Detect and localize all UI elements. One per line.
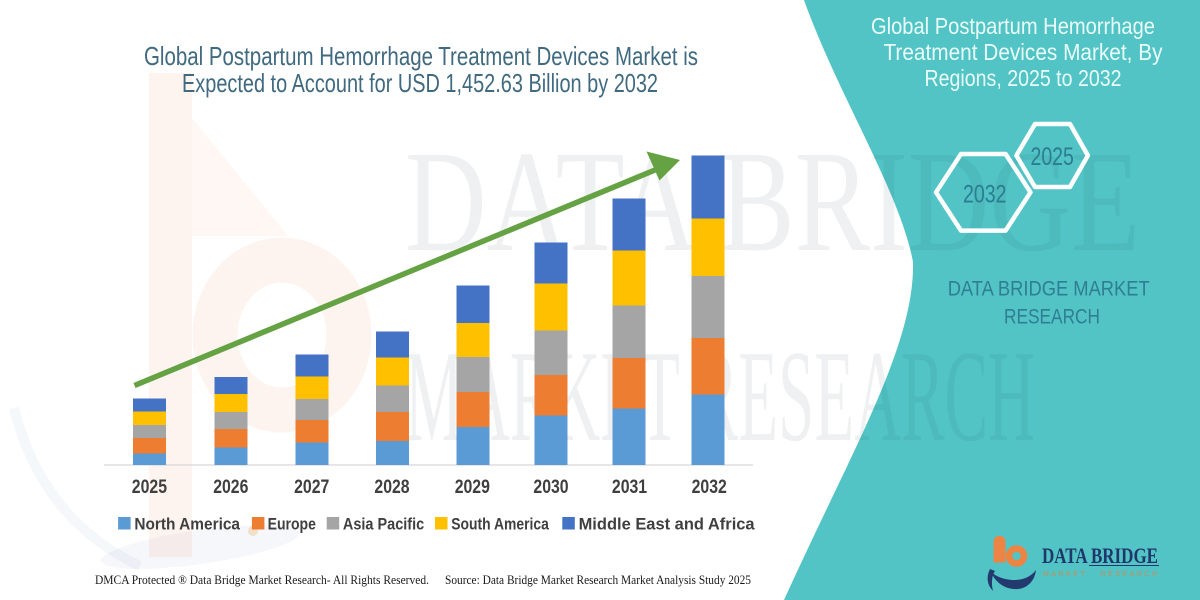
svg-text:2030: 2030	[533, 477, 568, 498]
svg-text:North America: North America	[134, 514, 240, 533]
svg-text:Europe: Europe	[268, 514, 316, 533]
svg-text:2026: 2026	[213, 477, 248, 498]
svg-text:Global Postpartum Hemorrhage: Global Postpartum Hemorrhage	[871, 13, 1155, 39]
svg-text:2032: 2032	[963, 180, 1007, 208]
svg-text:2025: 2025	[132, 477, 168, 498]
svg-text:2032: 2032	[692, 477, 727, 498]
svg-text:DMCA Protected ® Data Bridge M: DMCA Protected ® Data Bridge Market Rese…	[95, 572, 429, 587]
svg-text:Regions, 2025 to 2032: Regions, 2025 to 2032	[925, 65, 1122, 91]
svg-text:MARKET RESEARCH: MARKET RESEARCH	[1043, 571, 1157, 578]
svg-text:Expected to Account for USD 1,: Expected to Account for USD 1,452.63 Bil…	[182, 68, 658, 98]
svg-text:Treatment Devices Market, By: Treatment Devices Market, By	[884, 39, 1163, 65]
svg-text:2031: 2031	[612, 477, 648, 498]
svg-text:DATA BRIDGE MARKET: DATA BRIDGE MARKET	[948, 278, 1150, 301]
svg-text:South America: South America	[451, 514, 549, 533]
svg-text:DATA BRIDGE: DATA BRIDGE	[1042, 543, 1158, 568]
svg-text:2027: 2027	[294, 477, 329, 498]
svg-text:2029: 2029	[455, 477, 490, 498]
svg-text:2025: 2025	[1030, 143, 1074, 171]
svg-text:2028: 2028	[374, 477, 409, 498]
svg-text:Asia Pacific: Asia Pacific	[343, 514, 424, 533]
svg-text:Source: Data Bridge Market Res: Source: Data Bridge Market Research Mark…	[445, 572, 751, 587]
svg-text:Global Postpartum Hemorrhage T: Global Postpartum Hemorrhage Treatment D…	[144, 41, 698, 71]
svg-text:Middle East and Africa: Middle East and Africa	[579, 514, 756, 533]
svg-text:RESEARCH: RESEARCH	[1004, 306, 1100, 329]
